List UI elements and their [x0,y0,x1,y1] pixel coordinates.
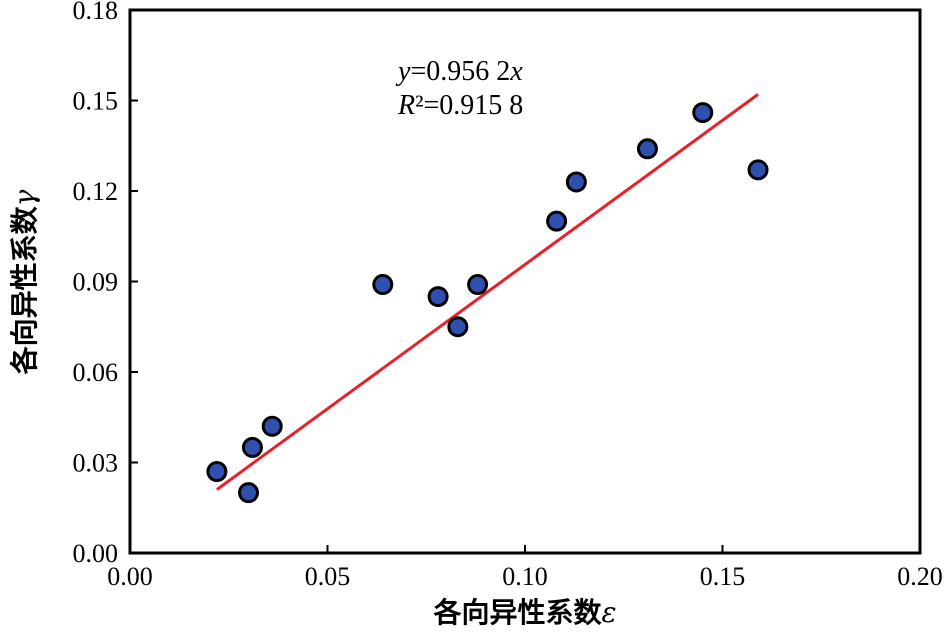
x-tick-label: 0.10 [502,562,548,591]
fit-line [216,93,759,491]
x-tick-label: 0.20 [897,562,943,591]
y-axis-title: 各向异性系数γ [8,189,41,375]
y-tick-label: 0.18 [73,0,119,25]
x-tick-label: 0.05 [305,562,351,591]
data-point [372,274,394,296]
r-squared-text: R²=0.915 8 [397,90,523,121]
data-point [447,316,469,338]
ticks-layer: 0.00 0.05 0.10 0.15 0.20 0.00 0.03 0.06 0.09 0.12… [73,0,943,591]
x-tick-label: 0.00 [107,562,153,591]
y-tick-label: 0.00 [73,539,119,568]
equation-text: y=0.956 2x [395,56,523,87]
data-point [636,138,658,160]
x-tick-label: 0.15 [700,562,746,591]
data-point [238,482,259,504]
x-axis-title: 各向异性系数ε [432,596,616,629]
data-point [206,461,228,483]
data-point [261,415,283,437]
data-point [546,210,568,232]
points-layer [206,102,769,504]
data-point [467,274,489,296]
y-tick-label: 0.09 [73,268,119,297]
data-point [565,171,587,193]
y-tick-label: 0.06 [73,358,119,387]
data-point [241,436,263,458]
plot-frame [128,8,922,555]
data-point [692,102,714,124]
y-tick-label: 0.03 [73,449,119,478]
y-tick-label: 0.12 [73,177,119,206]
data-point [427,286,449,308]
y-tick-label: 0.15 [73,87,119,116]
data-point [747,159,769,181]
